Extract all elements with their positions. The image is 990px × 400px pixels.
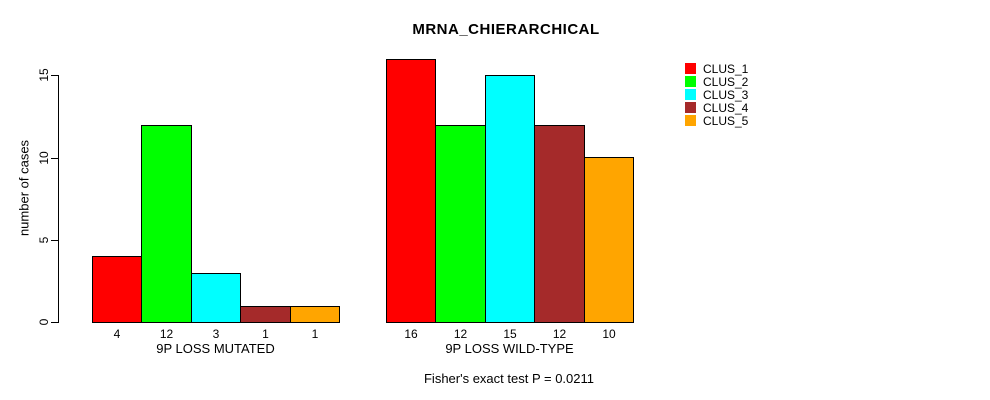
- bar-value-label: 4: [113, 327, 121, 341]
- bar-clus_2-1: [141, 125, 192, 323]
- bar-clus_1-2: [386, 59, 436, 323]
- legend-item: CLUS_1: [685, 63, 765, 75]
- y-tick-mark: [51, 75, 58, 76]
- bar-value-label: 16: [404, 327, 418, 341]
- stat-test-annotation: Fisher's exact test P = 0.0211: [423, 371, 595, 386]
- legend-label: CLUS_5: [703, 114, 749, 128]
- y-tick-label: 5: [37, 236, 51, 244]
- bar-clus_3-1: [191, 273, 241, 323]
- bar-value-label: 12: [552, 327, 567, 341]
- bar-clus_2-2: [435, 125, 486, 323]
- chart-title: MRNA_CHIERARCHICAL: [412, 21, 600, 38]
- x-category-label: 9P LOSS WILD-TYPE: [445, 341, 574, 356]
- bar-clus_5-2: [584, 157, 634, 323]
- legend-label: CLUS_1: [703, 62, 749, 76]
- y-axis-title: number of cases: [16, 139, 32, 237]
- legend-label: CLUS_4: [703, 101, 749, 115]
- y-tick-label: 10: [37, 151, 51, 165]
- bar-value-label: 3: [212, 327, 220, 341]
- legend-label: CLUS_2: [703, 75, 749, 89]
- y-tick-label: 0: [37, 318, 51, 326]
- legend-swatch-clus_3: [685, 89, 696, 100]
- bar-clus_4-2: [534, 125, 585, 323]
- bar-value-label: 12: [453, 327, 468, 341]
- y-tick-mark: [51, 158, 58, 159]
- legend-item: CLUS_2: [685, 76, 765, 88]
- bar-value-label: 15: [503, 327, 517, 341]
- bar-clus_5-1: [290, 306, 340, 323]
- bar-value-label: 12: [159, 327, 174, 341]
- legend-swatch-clus_5: [685, 115, 696, 126]
- legend-item: CLUS_4: [685, 102, 765, 114]
- legend-item: CLUS_3: [685, 89, 765, 101]
- y-tick-label: 15: [37, 68, 51, 82]
- y-tick-mark: [51, 322, 58, 323]
- legend-swatch-clus_4: [685, 102, 696, 113]
- bar-value-label: 1: [311, 327, 319, 341]
- y-axis-line: [58, 75, 59, 323]
- y-tick-mark: [51, 240, 58, 241]
- bar-value-label: 10: [602, 327, 616, 341]
- legend-item: CLUS_5: [685, 115, 765, 127]
- legend-swatch-clus_2: [685, 76, 696, 87]
- bar-clus_1-1: [92, 256, 142, 323]
- bar-clus_3-2: [485, 75, 535, 323]
- bar-clus_4-1: [240, 306, 291, 323]
- legend-label: CLUS_3: [703, 88, 749, 102]
- legend-swatch-clus_1: [685, 63, 696, 74]
- bar-value-label: 1: [262, 327, 269, 341]
- x-category-label: 9P LOSS MUTATED: [156, 341, 275, 356]
